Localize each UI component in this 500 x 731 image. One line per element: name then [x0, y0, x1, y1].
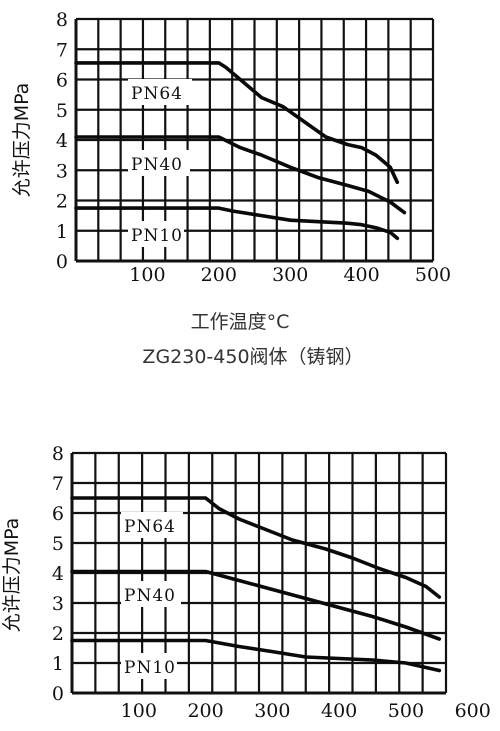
y-tick-label: 6 — [56, 70, 68, 92]
y-tick-label: 8 — [56, 9, 68, 31]
x-tick-label: 400 — [321, 700, 357, 722]
y-tick-label: 2 — [52, 623, 64, 645]
y-tick-label: 8 — [52, 443, 64, 465]
y-tick-label: 3 — [56, 160, 68, 182]
series-label-box — [128, 79, 192, 105]
grid — [74, 17, 435, 263]
y-tick-label: 4 — [52, 563, 64, 585]
chart-2: 0 1 2 3 4 5 6 7 8 100 200 300 400 500 600 允许压力MPa PN64 PN… — [1, 443, 491, 722]
x-tick-label: 400 — [343, 264, 379, 286]
x-tick-label: 300 — [254, 700, 290, 722]
x-tick-label: 100 — [121, 700, 157, 722]
y-tick-label: 5 — [52, 533, 64, 555]
y-tick-label: 0 — [52, 683, 64, 705]
series-label-box — [128, 221, 184, 247]
series-label: PN10 — [124, 658, 176, 678]
x-tick-label: 500 — [388, 700, 424, 722]
y-tick-label: 6 — [52, 503, 64, 525]
x-tick-label: 200 — [187, 700, 223, 722]
x-tick-label: 300 — [272, 264, 308, 286]
series-label-box — [121, 512, 183, 538]
y-tick-label: 0 — [56, 251, 68, 273]
chart-caption: ZG230-450阀体（铸钢） — [142, 346, 363, 368]
x-tick-label: 200 — [201, 264, 237, 286]
series-line-pn64 — [74, 61, 400, 185]
y-tick-label: 7 — [56, 39, 68, 61]
series-label: PN40 — [124, 586, 176, 606]
series-line-pn64 — [70, 496, 442, 599]
y-tick-label: 1 — [56, 221, 68, 243]
series-label: PN64 — [124, 517, 176, 537]
y-tick-label: 4 — [56, 130, 68, 152]
y-tick-label: 1 — [52, 653, 64, 675]
y-tick-label: 3 — [52, 593, 64, 615]
chart-1: 0 1 2 3 4 5 6 7 8 100 200 300 400 500 允许压力MPa 工作温度°C ZG2… — [11, 9, 451, 368]
series-line-pn40 — [74, 135, 407, 215]
series-label-box — [128, 150, 190, 176]
y-tick-label: 2 — [56, 191, 68, 213]
x-tick-label: 100 — [129, 264, 165, 286]
series-label: PN64 — [131, 84, 183, 104]
y-tick-label: 7 — [52, 473, 64, 495]
series-label: PN10 — [131, 226, 183, 246]
y-axis-label: 允许压力MPa — [11, 83, 33, 198]
x-axis-label: 工作温度°C — [191, 311, 290, 333]
y-axis-label: 允许压力MPa — [1, 518, 23, 633]
series-line-pn40 — [70, 569, 442, 641]
x-tick-label: 600 — [455, 700, 491, 722]
series-label-box — [121, 653, 177, 679]
series-label: PN40 — [131, 155, 183, 175]
x-tick-label: 500 — [415, 264, 451, 286]
y-tick-label: 5 — [56, 100, 68, 122]
series-line-pn10 — [70, 638, 442, 673]
series-line-pn10 — [74, 206, 400, 241]
series-label-box — [121, 581, 181, 607]
